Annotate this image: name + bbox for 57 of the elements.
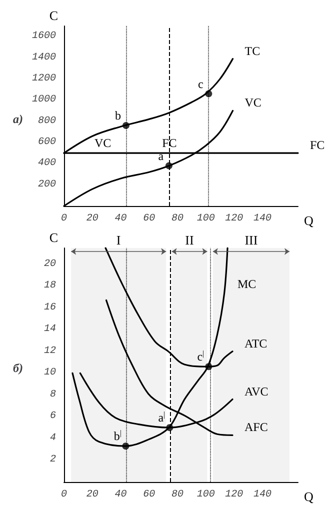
y-tick-label: 200 [38, 179, 56, 190]
x-tick-label: 40 [114, 214, 127, 224]
y-tick-label: 14 [44, 324, 56, 336]
y-tick-label: 10 [44, 368, 56, 379]
y-tick-label: 8 [50, 389, 56, 400]
band-label: II [185, 232, 194, 248]
annotation: c| [197, 349, 204, 364]
y-tick-label: 20 [44, 258, 56, 270]
y-tick-label: 4 [50, 432, 56, 444]
series-label: VC [244, 96, 262, 110]
y-tick-label: 600 [38, 136, 56, 148]
series-label: TC [244, 44, 260, 58]
x-tick-label: 80 [171, 214, 184, 224]
y-tick-label: 6 [50, 411, 56, 422]
annotation: a| [158, 410, 166, 425]
y-tick-label: 16 [44, 302, 56, 314]
text: а) [13, 112, 23, 126]
y-tick-label: 800 [38, 116, 56, 127]
x-tick-label: 100 [196, 214, 215, 224]
x-tick-label: 120 [225, 490, 244, 500]
y-axis-title: C [49, 8, 58, 23]
annotation: a [158, 148, 164, 163]
x-tick-label: 0 [60, 490, 68, 500]
x-tick-label: 60 [143, 490, 156, 500]
x-axis-title: Q [304, 489, 314, 504]
x-axis-title: Q [304, 213, 314, 228]
y-axis-title: C [49, 230, 58, 245]
y-tick-label: 1400 [32, 52, 56, 64]
x-tick-label: 0 [60, 214, 68, 224]
x-tick-label: 100 [196, 490, 215, 500]
series-label: AVC [244, 384, 268, 398]
x-tick-label: 80 [171, 490, 184, 500]
annotation: b| [114, 428, 122, 444]
y-tick-label: 1000 [32, 94, 56, 106]
series-label: ATC [244, 336, 268, 350]
annotation: b [114, 108, 121, 123]
y-tick-label: 2 [50, 454, 56, 466]
x-tick-label: 60 [143, 214, 156, 224]
x-tick-label: 140 [254, 490, 272, 500]
annotation: VC [94, 136, 112, 150]
x-tick-label: 20 [86, 490, 98, 500]
series-label: AFC [244, 420, 268, 434]
text: б) [13, 361, 23, 375]
y-tick-label: 12 [44, 346, 56, 357]
x-tick-label: 20 [86, 214, 98, 224]
y-tick-label: 1600 [32, 31, 56, 42]
band-label: I [116, 232, 121, 248]
series-label: MC [238, 277, 256, 291]
y-tick-label: 1200 [32, 73, 56, 84]
y-tick-label: 400 [38, 158, 56, 170]
annotation: c [198, 76, 204, 91]
y-tick-label: 18 [44, 280, 56, 292]
x-tick-label: 40 [114, 490, 127, 500]
series-label: FC [310, 138, 325, 152]
x-tick-label: 120 [225, 214, 244, 224]
band-label: III [244, 232, 258, 248]
x-tick-label: 140 [254, 214, 272, 224]
